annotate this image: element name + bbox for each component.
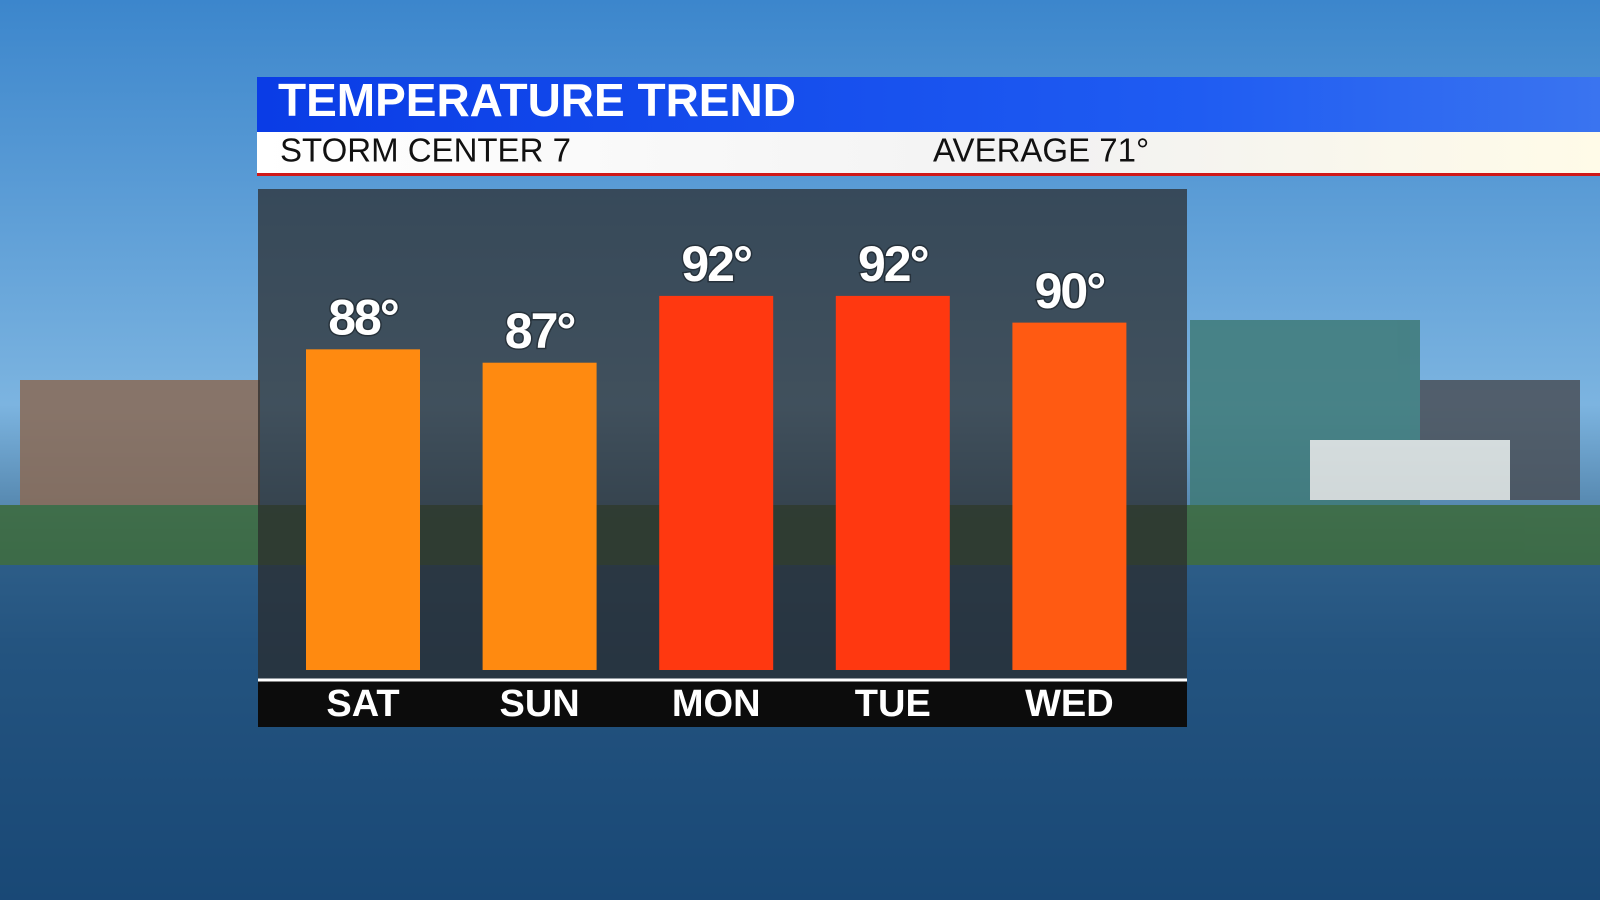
bar: [1012, 322, 1127, 670]
annotation: AVERAGE 71°: [933, 132, 1149, 169]
x-tick-label: MON: [672, 683, 761, 725]
chart-title: TEMPERATURE TREND: [278, 74, 796, 126]
value-label: 90°: [1035, 263, 1105, 319]
x-tick-label: TUE: [855, 683, 931, 725]
subtitle: STORM CENTER 7: [280, 132, 571, 169]
title-bar: [257, 77, 1600, 132]
bar: [835, 295, 950, 670]
label-band: [258, 680, 1187, 727]
x-tick-label: SUN: [499, 683, 579, 725]
x-tick-label: SAT: [326, 683, 399, 725]
bar: [482, 362, 597, 670]
value-label: 92°: [858, 236, 928, 292]
value-label: 88°: [328, 290, 398, 346]
bar: [306, 349, 420, 670]
bar: [659, 295, 774, 670]
subtitle-bar: [257, 132, 1600, 174]
value-label: 92°: [681, 236, 751, 292]
red-rule: [257, 173, 1600, 176]
value-label: 87°: [505, 303, 575, 359]
x-tick-label: WED: [1025, 683, 1114, 725]
